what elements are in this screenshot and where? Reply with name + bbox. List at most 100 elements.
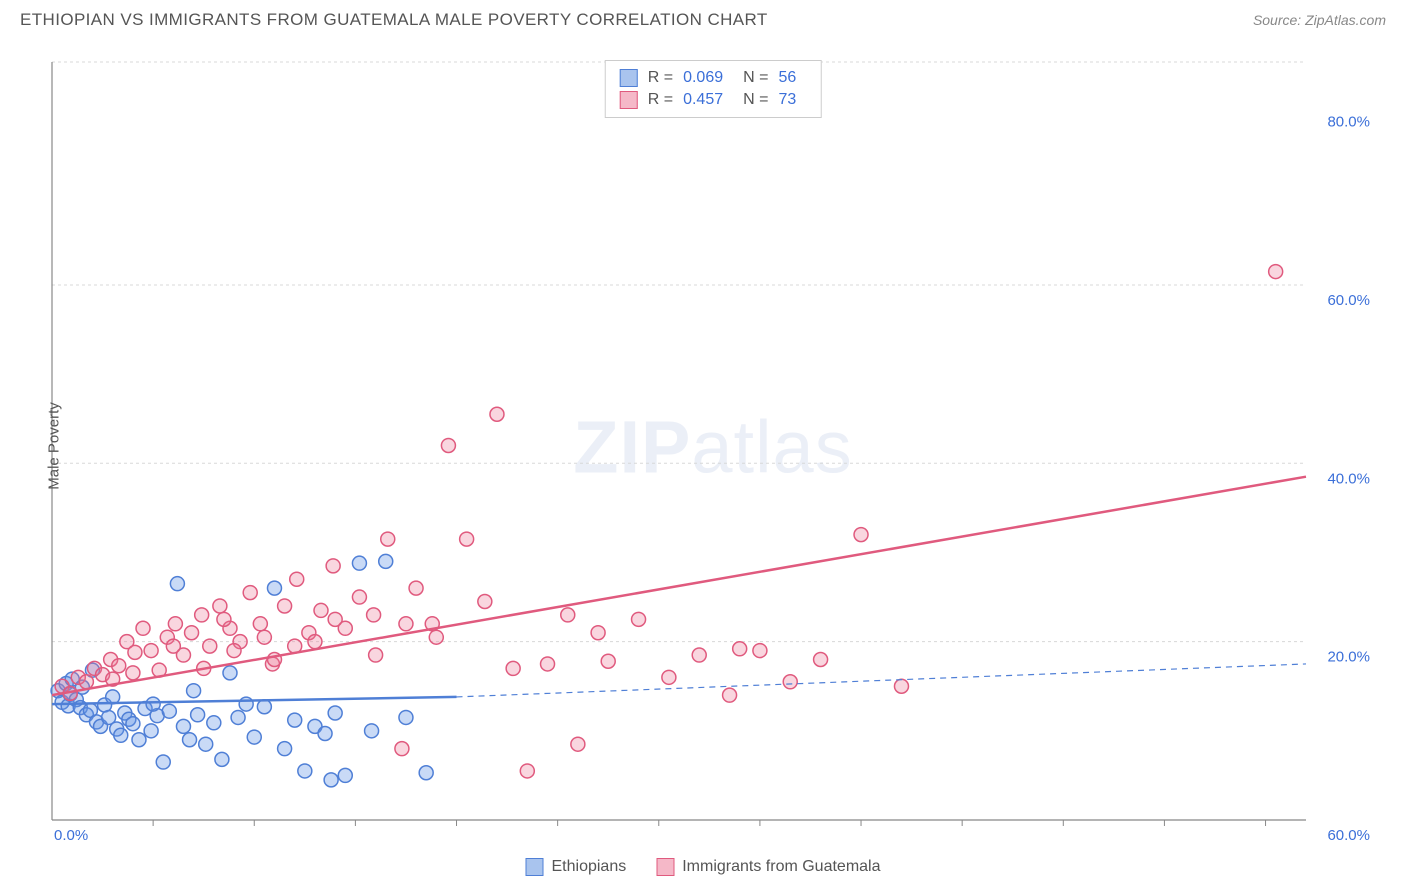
data-point xyxy=(278,599,292,613)
stats-row: R = 0.069 N = 56 xyxy=(620,67,807,89)
data-point xyxy=(288,713,302,727)
data-point xyxy=(168,617,182,631)
data-point xyxy=(520,764,534,778)
data-point xyxy=(227,644,241,658)
data-point xyxy=(460,532,474,546)
legend-swatch xyxy=(620,69,638,87)
data-point xyxy=(338,768,352,782)
data-point xyxy=(381,532,395,546)
data-point xyxy=(185,626,199,640)
data-point xyxy=(1269,265,1283,279)
data-point xyxy=(441,438,455,452)
data-point xyxy=(814,652,828,666)
n-value: 73 xyxy=(778,91,796,109)
y-axis-label: Male Poverty xyxy=(45,402,62,490)
data-point xyxy=(114,728,128,742)
data-point xyxy=(854,528,868,542)
data-point xyxy=(723,688,737,702)
data-point xyxy=(213,599,227,613)
data-point xyxy=(365,724,379,738)
x-tick-label: 60.0% xyxy=(1327,827,1370,842)
data-point xyxy=(399,710,413,724)
data-point xyxy=(399,617,413,631)
data-point xyxy=(132,733,146,747)
scatter-plot: 20.0%40.0%60.0%80.0%0.0%60.0% xyxy=(50,60,1376,842)
n-label: N = xyxy=(743,91,768,109)
data-point xyxy=(207,716,221,730)
data-point xyxy=(144,644,158,658)
data-point xyxy=(126,666,140,680)
data-point xyxy=(733,642,747,656)
data-point xyxy=(429,630,443,644)
data-point xyxy=(632,612,646,626)
data-point xyxy=(239,697,253,711)
data-point xyxy=(166,639,180,653)
chart-title: ETHIOPIAN VS IMMIGRANTS FROM GUATEMALA M… xyxy=(20,10,768,30)
data-point xyxy=(176,719,190,733)
data-point xyxy=(257,630,271,644)
data-point xyxy=(506,661,520,675)
n-label: N = xyxy=(743,69,768,87)
data-point xyxy=(478,595,492,609)
data-point xyxy=(541,657,555,671)
data-point xyxy=(79,675,93,689)
data-point xyxy=(367,608,381,622)
data-point xyxy=(203,639,217,653)
data-point xyxy=(187,684,201,698)
data-point xyxy=(352,556,366,570)
data-point xyxy=(753,644,767,658)
data-point xyxy=(783,675,797,689)
data-point xyxy=(156,755,170,769)
data-point xyxy=(126,717,140,731)
data-point xyxy=(395,742,409,756)
trend-line-dashed xyxy=(457,664,1306,697)
data-point xyxy=(314,603,328,617)
r-value: 0.069 xyxy=(683,69,723,87)
data-point xyxy=(591,626,605,640)
stats-legend: R = 0.069 N = 56 R = 0.457 N = 73 xyxy=(605,60,822,118)
data-point xyxy=(191,708,205,722)
data-point xyxy=(326,559,340,573)
data-point xyxy=(692,648,706,662)
data-point xyxy=(662,670,676,684)
y-tick-label: 60.0% xyxy=(1327,292,1370,309)
data-point xyxy=(290,572,304,586)
data-point xyxy=(601,654,615,668)
data-point xyxy=(267,581,281,595)
data-point xyxy=(170,577,184,591)
data-point xyxy=(328,706,342,720)
data-point xyxy=(217,612,231,626)
chart-container: ZIPatlas 20.0%40.0%60.0%80.0%0.0%60.0% R… xyxy=(50,60,1376,842)
data-point xyxy=(369,648,383,662)
data-point xyxy=(257,700,271,714)
stats-row: R = 0.457 N = 73 xyxy=(620,89,807,111)
bottom-legend: Ethiopians Immigrants from Guatemala xyxy=(526,858,881,876)
data-point xyxy=(223,666,237,680)
legend-swatch xyxy=(656,858,674,876)
data-point xyxy=(136,621,150,635)
data-point xyxy=(328,612,342,626)
data-point xyxy=(146,697,160,711)
r-value: 0.457 xyxy=(683,91,723,109)
data-point xyxy=(195,608,209,622)
data-point xyxy=(128,645,142,659)
data-point xyxy=(215,752,229,766)
data-point xyxy=(318,726,332,740)
data-point xyxy=(419,766,433,780)
trend-line xyxy=(52,477,1306,695)
data-point xyxy=(490,407,504,421)
data-point xyxy=(561,608,575,622)
legend-swatch xyxy=(620,91,638,109)
y-tick-label: 40.0% xyxy=(1327,470,1370,487)
data-point xyxy=(298,764,312,778)
y-tick-label: 20.0% xyxy=(1327,649,1370,666)
r-label: R = xyxy=(648,91,673,109)
data-point xyxy=(144,724,158,738)
data-point xyxy=(324,773,338,787)
data-point xyxy=(231,710,245,724)
data-point xyxy=(379,554,393,568)
x-tick-label: 0.0% xyxy=(54,827,88,842)
legend-label: Immigrants from Guatemala xyxy=(682,858,880,876)
data-point xyxy=(352,590,366,604)
legend-item: Ethiopians xyxy=(526,858,627,876)
